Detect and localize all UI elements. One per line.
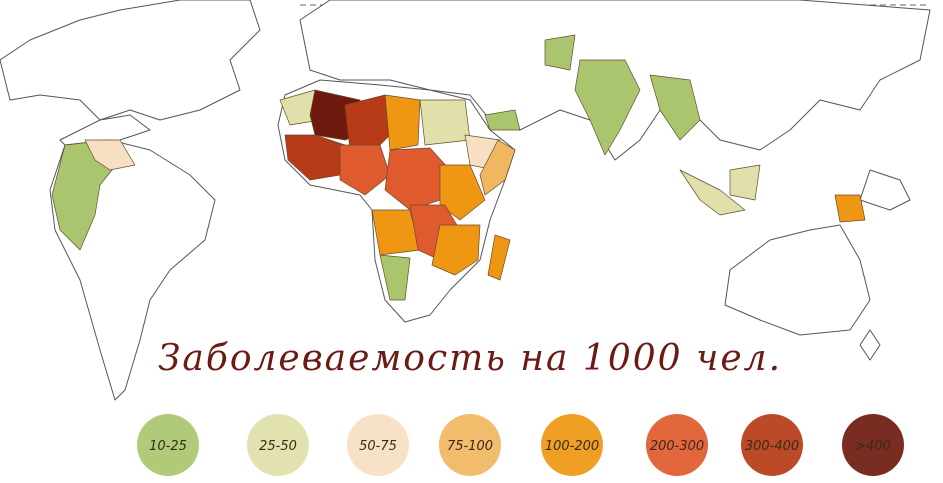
legend-swatch <box>541 414 603 476</box>
region <box>679 169 746 216</box>
region <box>439 164 486 221</box>
legend-swatch <box>646 414 708 476</box>
legend: 10-25 25-50 50-75 75-100 100-200 200-300 300-4… <box>137 414 904 476</box>
legend-label: 300-400 <box>745 439 799 454</box>
region <box>419 99 471 146</box>
legend-label: 25-50 <box>259 439 297 454</box>
region <box>284 134 346 181</box>
regions <box>51 34 866 301</box>
region <box>379 254 411 301</box>
legend-swatch <box>842 414 904 476</box>
region <box>729 164 761 201</box>
legend-label: 75-100 <box>447 439 493 454</box>
region <box>479 139 516 196</box>
legend-label: 100-200 <box>545 439 599 454</box>
region <box>487 234 511 281</box>
region <box>544 34 576 71</box>
legend-label: 50-75 <box>359 439 397 454</box>
legend-swatch <box>439 414 501 476</box>
region <box>344 94 396 151</box>
region <box>834 194 866 223</box>
map-title: Заболеваемость на 1000 чел. <box>158 338 782 379</box>
region <box>431 224 481 276</box>
legend-swatch <box>247 414 309 476</box>
legend-label: 10-25 <box>149 439 187 454</box>
region <box>574 59 641 156</box>
region <box>484 109 521 131</box>
legend-swatch <box>741 414 803 476</box>
region <box>384 94 421 151</box>
region <box>339 144 391 196</box>
legend-label: 200-300 <box>650 439 704 454</box>
legend-label: >400 <box>855 439 891 454</box>
region <box>649 74 701 141</box>
region <box>84 139 136 171</box>
legend-swatch <box>137 414 199 476</box>
legend-swatch <box>347 414 409 476</box>
